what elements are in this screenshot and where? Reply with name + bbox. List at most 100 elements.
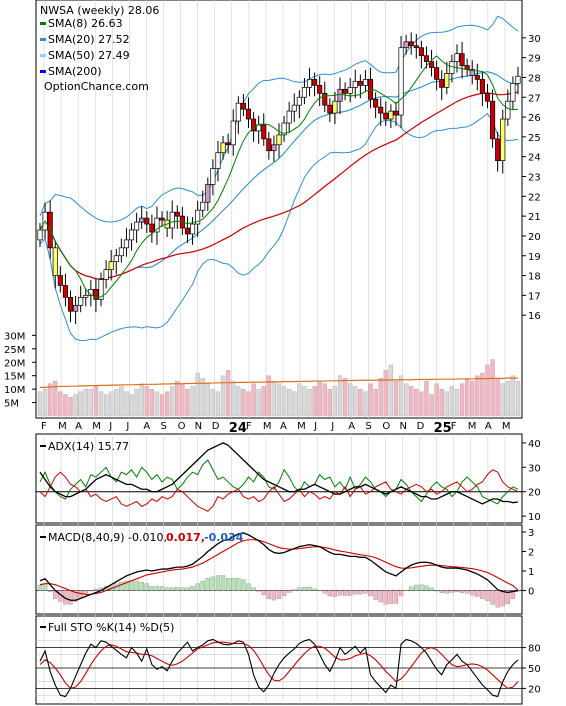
sto-tick-label: 20 <box>528 684 541 695</box>
candle-body <box>215 152 221 169</box>
macd-histogram-bar <box>373 590 378 600</box>
sto-d-line <box>39 641 519 690</box>
volume-bar <box>246 391 251 417</box>
macd-histogram-bar <box>241 579 246 591</box>
candle-body <box>347 86 353 94</box>
macd-tick-label: 3 <box>528 528 534 539</box>
candle-body <box>306 79 313 88</box>
macd-histogram-bar <box>271 590 277 601</box>
volume-bar <box>378 378 383 417</box>
adx-panel-frame <box>35 433 523 524</box>
volume-bar <box>353 386 358 417</box>
volume-bar <box>495 378 500 417</box>
macd-histogram-bar <box>88 590 94 592</box>
macd-histogram-bar <box>439 590 444 593</box>
volume-bar <box>317 380 322 417</box>
macd-histogram-bar <box>261 590 266 595</box>
macd-histogram-bar <box>322 590 327 594</box>
month-label: M <box>58 421 67 432</box>
macd-histogram-bar <box>353 590 358 595</box>
macd-histogram-bar <box>37 584 43 591</box>
volume-bar <box>342 378 348 417</box>
volume-bar <box>393 380 399 417</box>
plus-di-line <box>39 459 519 505</box>
legend-swatch-sma200 <box>40 70 46 73</box>
sma50-line <box>39 91 519 280</box>
volume-bar <box>276 383 282 417</box>
macd-histogram-bar <box>424 585 429 591</box>
price-tick-label: 20 <box>528 232 541 243</box>
volume-bar <box>170 386 175 417</box>
macd-histogram-bar <box>200 580 205 591</box>
candle-body <box>281 122 287 136</box>
macd-histogram-bar <box>73 590 78 602</box>
candle-body <box>418 47 424 56</box>
month-label: M <box>297 421 306 432</box>
legend-swatch-sma20 <box>40 38 46 41</box>
macd-histogram-bar <box>210 576 216 591</box>
macd-histogram-bar <box>292 589 297 591</box>
macd-histogram-bar <box>510 590 516 599</box>
volume-bar <box>205 383 210 417</box>
volume-bar <box>434 383 439 417</box>
month-label: M <box>468 421 477 432</box>
price-tick-label: 16 <box>528 311 541 322</box>
macd-histogram-bar <box>119 582 124 591</box>
volume-bar <box>37 391 43 417</box>
month-label: O <box>178 421 186 432</box>
macd-histogram-bar <box>500 590 505 607</box>
volume-bar <box>302 386 307 417</box>
candle-body <box>362 79 368 86</box>
volume-bar <box>231 380 236 417</box>
candle-body <box>459 53 465 66</box>
volume-bar <box>327 388 333 417</box>
volume-bar <box>510 375 516 417</box>
price-panel-frame <box>35 0 523 419</box>
macd-histogram-bar <box>307 586 312 591</box>
macd-histogram-bar <box>388 590 394 604</box>
volume-bar <box>175 380 180 417</box>
candle-body <box>444 73 450 88</box>
legend-sma20: SMA(20) 27.52 <box>40 33 130 46</box>
volume-bar <box>388 364 394 417</box>
macd-histogram-bar <box>495 590 500 608</box>
candle-body <box>62 285 68 298</box>
macd-histogram-bar <box>42 583 48 591</box>
volume-bar <box>42 388 48 417</box>
macd-histogram-bar <box>251 587 256 591</box>
volume-bar <box>124 391 129 417</box>
macd-histogram-bar <box>93 589 99 591</box>
macd-histogram-bar <box>337 590 343 596</box>
macd-histogram-bar <box>195 583 200 591</box>
volume-bar <box>236 386 241 417</box>
macd-histogram-bar <box>190 586 195 591</box>
price-tick-label: 25 <box>528 133 541 144</box>
volume-bar <box>149 388 155 417</box>
macd-panel-frame <box>35 524 523 615</box>
month-label: O <box>382 421 390 432</box>
candle-body <box>73 304 79 312</box>
candle-body <box>205 184 211 203</box>
candle-body <box>373 98 379 108</box>
macd-histogram-bar <box>409 586 414 591</box>
sto-tick-label: 80 <box>528 644 541 655</box>
sto-tick-label: 50 <box>528 664 541 675</box>
candle-body <box>474 75 480 80</box>
macd-histogram-bar <box>170 587 175 591</box>
candle-body <box>312 79 318 86</box>
volume-bar <box>58 391 63 417</box>
price-tick-label: 22 <box>528 192 541 203</box>
candle-body <box>327 104 333 114</box>
volume-bar <box>409 386 414 417</box>
volume-bar <box>225 370 231 417</box>
candle-body <box>83 295 89 298</box>
macd-tick-label: 2 <box>528 547 534 558</box>
month-label: D <box>417 421 425 432</box>
candle-body <box>245 108 252 120</box>
macd-histogram-bar <box>180 587 185 591</box>
candle-body <box>235 102 241 122</box>
volume-tick-label: 15M <box>4 372 25 383</box>
volume-bar <box>449 386 455 417</box>
candle-body <box>103 269 109 280</box>
volume-bar <box>383 370 388 417</box>
